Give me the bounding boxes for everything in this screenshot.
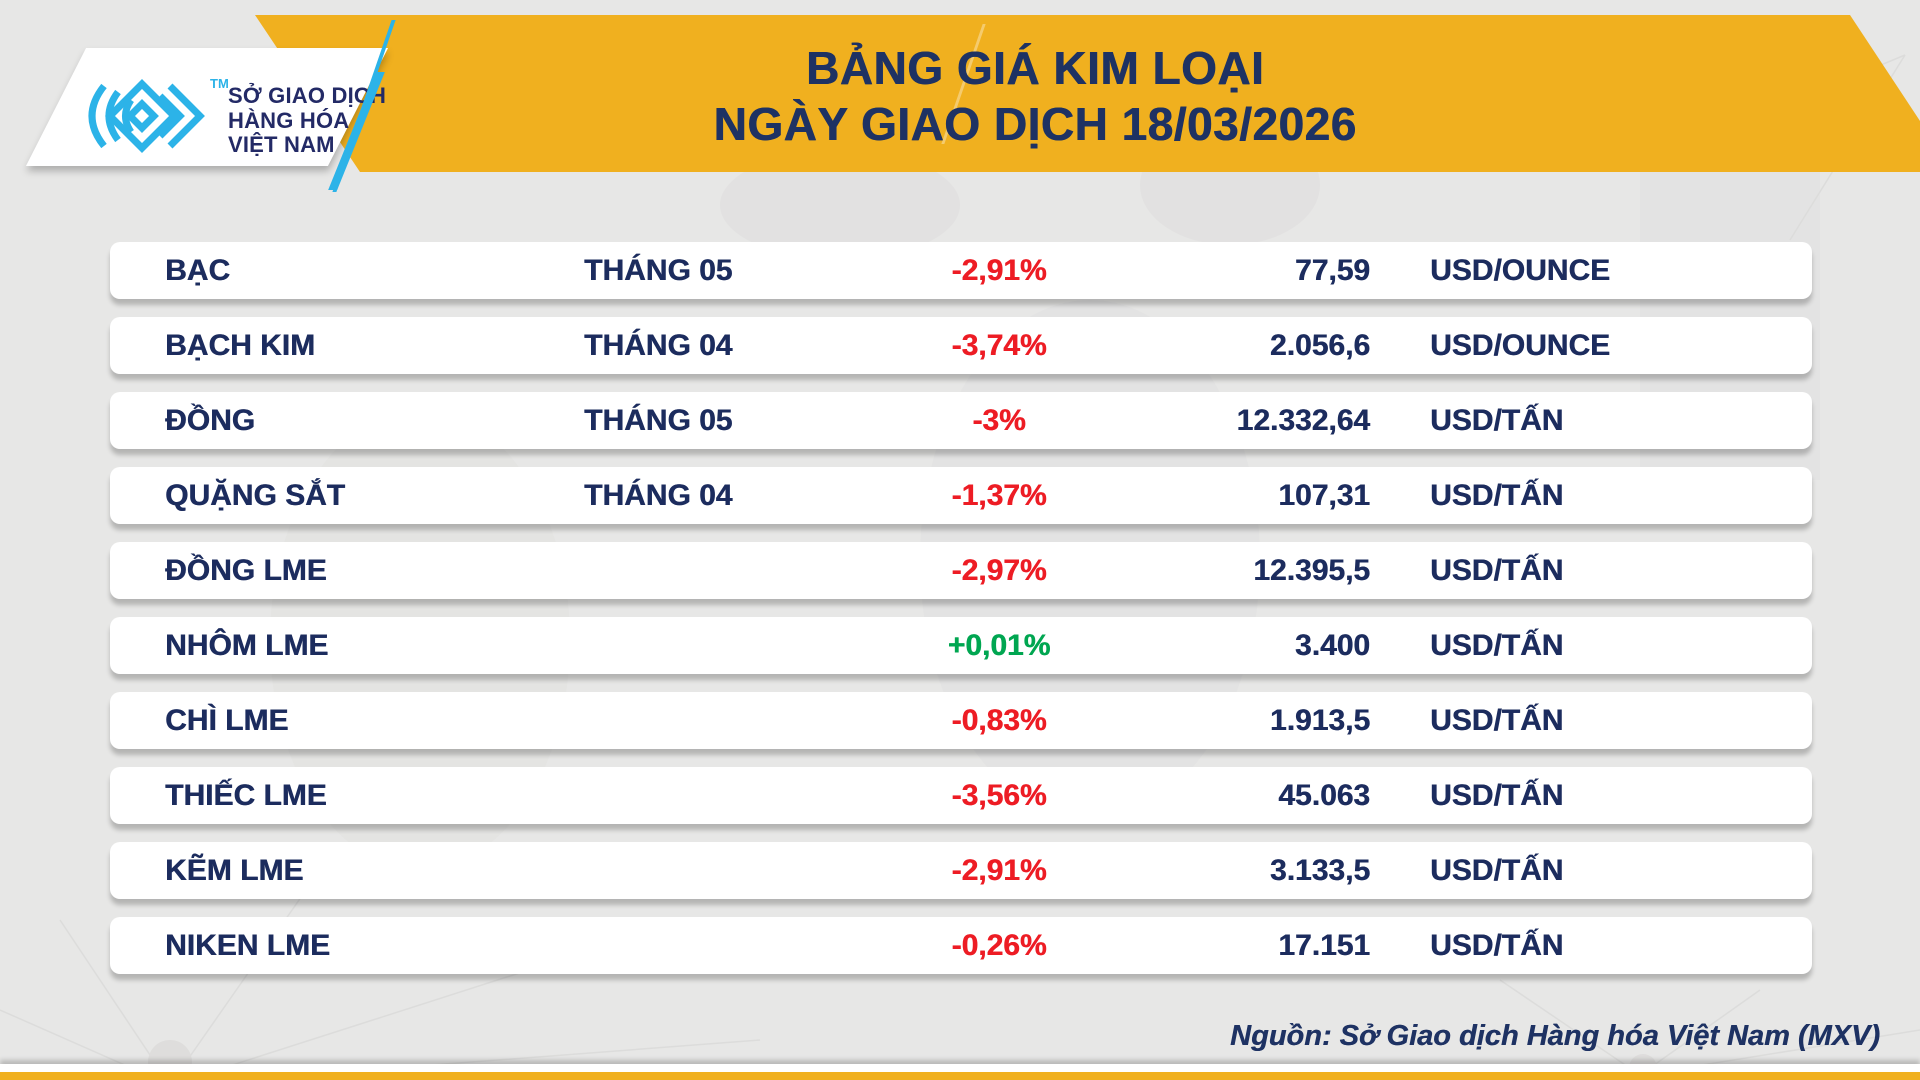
page-title: BẢNG GIÁ KIM LOẠI NGÀY GIAO DỊCH 18/03/2… <box>435 40 1635 152</box>
table-row: BẠC THÁNG 05 -2,91% 77,59 USD/OUNCE <box>110 242 1812 299</box>
percent-change: -1,37% <box>951 478 1047 512</box>
percent-change: +0,01% <box>947 628 1051 662</box>
table-row: THIẾC LME -3,56% 45.063 USD/TẤN <box>110 767 1812 824</box>
logo-org-line-2: HÀNG HÓA <box>228 107 350 133</box>
contract-month: THÁNG 04 <box>584 328 733 362</box>
price-unit: USD/TẤN <box>1430 778 1564 812</box>
price-unit: USD/TẤN <box>1430 478 1564 512</box>
percent-change: -2,91% <box>951 853 1047 887</box>
contract-month: THÁNG 05 <box>584 253 733 287</box>
commodity-name: THIẾC LME <box>165 778 327 812</box>
price-value: 2.056,6 <box>1269 328 1370 362</box>
title-line-1: BẢNG GIÁ KIM LOẠI <box>805 42 1265 94</box>
price-unit: USD/TẤN <box>1430 553 1564 587</box>
table-row: KẼM LME -2,91% 3.133,5 USD/TẤN <box>110 842 1812 899</box>
price-unit: USD/OUNCE <box>1430 253 1611 287</box>
title-line-2: NGÀY GIAO DỊCH 18/03/2026 <box>713 98 1357 151</box>
price-value: 107,31 <box>1278 478 1370 512</box>
price-value: 12.395,5 <box>1253 553 1370 587</box>
commodity-name: BẠC <box>165 253 230 287</box>
table-row: BẠCH KIM THÁNG 04 -3,74% 2.056,6 USD/OUN… <box>110 317 1812 374</box>
contract-month: THÁNG 05 <box>584 403 733 437</box>
percent-change: -3,56% <box>951 778 1047 812</box>
logo-org-line-1: SỞ GIAO DỊCH <box>228 83 387 108</box>
price-value: 1.913,5 <box>1269 703 1370 737</box>
table-row: QUẶNG SẮT THÁNG 04 -1,37% 107,31 USD/TẤN <box>110 467 1812 524</box>
table-row: ĐỒNG LME -2,97% 12.395,5 USD/TẤN <box>110 542 1812 599</box>
price-unit: USD/TẤN <box>1430 928 1564 962</box>
table-row: ĐỒNG THÁNG 05 -3% 12.332,64 USD/TẤN <box>110 392 1812 449</box>
percent-change: -3,74% <box>951 328 1047 362</box>
trademark-label: TM <box>210 76 229 91</box>
commodity-name: CHÌ LME <box>165 703 289 737</box>
commodity-name: QUẶNG SẮT <box>165 478 345 512</box>
contract-month: THÁNG 04 <box>584 478 733 512</box>
source-note: Nguồn: Sở Giao dịch Hàng hóa Việt Nam (M… <box>1230 1020 1880 1052</box>
percent-change: -0,26% <box>951 928 1047 962</box>
price-unit: USD/TẤN <box>1430 628 1564 662</box>
metal-price-table: BẠC THÁNG 05 -2,91% 77,59 USD/OUNCE BẠCH… <box>110 242 1812 992</box>
percent-change: -2,97% <box>951 553 1047 587</box>
price-value: 3.400 <box>1294 628 1370 662</box>
commodity-name: ĐỒNG LME <box>165 553 327 587</box>
commodity-name: BẠCH KIM <box>165 328 315 362</box>
logo-org-name: SỞ GIAO DỊCH HÀNG HÓA VIỆT NAM <box>228 83 387 158</box>
price-unit: USD/TẤN <box>1430 853 1564 887</box>
percent-change: -0,83% <box>951 703 1047 737</box>
price-value: 3.133,5 <box>1269 853 1370 887</box>
price-value: 45.063 <box>1278 778 1370 812</box>
percent-change: -3% <box>972 403 1026 437</box>
mxv-logo: TM SỞ GIAO DỊCH HÀNG HÓA VIỆT NAM <box>66 60 396 170</box>
commodity-name: NHÔM LME <box>165 628 329 662</box>
commodity-name: KẼM LME <box>165 853 304 887</box>
commodity-name: ĐỒNG <box>165 403 255 437</box>
price-value: 77,59 <box>1294 253 1370 287</box>
price-unit: USD/TẤN <box>1430 703 1564 737</box>
price-unit: USD/OUNCE <box>1430 328 1611 362</box>
price-value: 12.332,64 <box>1236 403 1370 437</box>
bottom-white-strip <box>0 1064 1920 1072</box>
header-banner <box>255 15 1920 172</box>
price-unit: USD/TẤN <box>1430 403 1564 437</box>
table-row: CHÌ LME -0,83% 1.913,5 USD/TẤN <box>110 692 1812 749</box>
bottom-gold-strip <box>0 1072 1920 1080</box>
commodity-name: NIKEN LME <box>165 928 330 962</box>
table-row: NHÔM LME +0,01% 3.400 USD/TẤN <box>110 617 1812 674</box>
mxv-diamond-mark-icon <box>88 79 205 153</box>
logo-org-line-3: VIỆT NAM <box>228 132 335 158</box>
table-row: NIKEN LME -0,26% 17.151 USD/TẤN <box>110 917 1812 974</box>
percent-change: -2,91% <box>951 253 1047 287</box>
price-value: 17.151 <box>1278 928 1370 962</box>
